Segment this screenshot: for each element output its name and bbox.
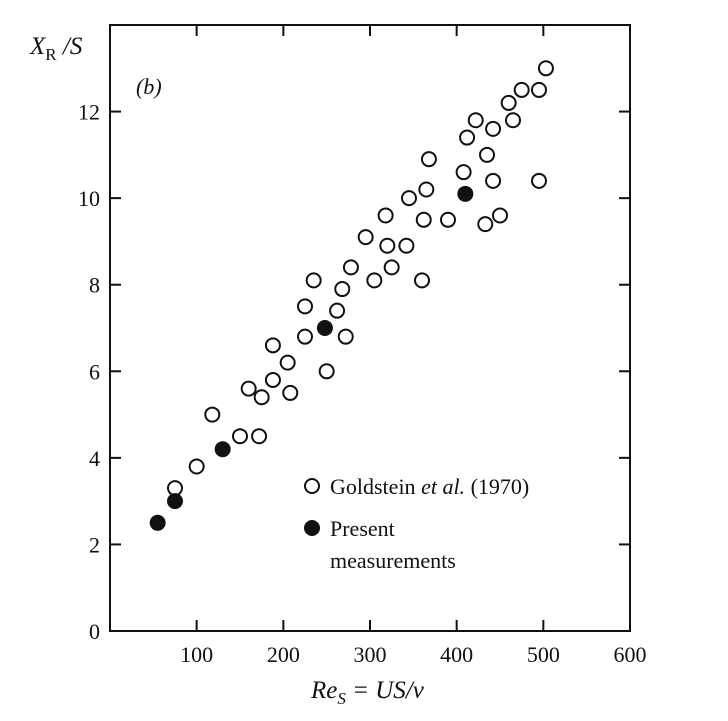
data-point-goldstein — [379, 237, 396, 254]
data-point-goldstein — [383, 259, 400, 276]
data-point-goldstein — [513, 81, 530, 98]
x-axis-title: ReS = US/ν — [310, 677, 425, 708]
data-point-goldstein — [479, 146, 495, 163]
legend: Goldstein et al. (1970) Present measurem… — [304, 474, 529, 573]
data-point-goldstein — [418, 181, 435, 198]
data-point-goldstein — [342, 259, 359, 276]
data-point-goldstein — [537, 60, 554, 77]
data-point-goldstein — [240, 380, 257, 397]
data-point-goldstein — [505, 112, 521, 129]
ticks-layer — [110, 25, 631, 631]
y-tick-label: 10 — [78, 186, 100, 211]
data-point-goldstein — [264, 371, 281, 388]
legend-label-present-line-2: measurements — [330, 548, 456, 573]
y-axis-title-tail: /S — [57, 33, 83, 60]
data-point-goldstein — [305, 272, 322, 289]
data-point-present-measurements — [316, 320, 333, 336]
data-point-goldstein — [415, 211, 432, 228]
data-point-goldstein — [420, 151, 437, 168]
data-point-goldstein — [329, 302, 346, 319]
data-point-goldstein — [401, 190, 417, 207]
tick-labels-layer: 100 200 300 400 500 600 0 2 4 6 8 10 12 — [78, 100, 647, 667]
data-point-goldstein — [366, 272, 383, 289]
data-point-goldstein — [485, 120, 502, 137]
data-point-goldstein — [188, 458, 205, 475]
x-tick-label: 400 — [440, 642, 473, 667]
legend-open-circle-marker — [304, 478, 320, 494]
data-point-goldstein — [232, 428, 248, 445]
data-point-goldstein — [398, 237, 415, 254]
legend-goldstein-part-1: Goldstein — [330, 474, 421, 499]
data-point-goldstein — [377, 207, 394, 224]
data-point-goldstein — [282, 384, 299, 401]
panel-label: (b) — [136, 74, 162, 99]
y-tick-label: 12 — [78, 100, 100, 125]
y-tick-label: 0 — [89, 619, 100, 644]
data-point-goldstein — [477, 216, 494, 233]
x-axis-title-sub: S — [337, 689, 346, 708]
x-tick-label: 200 — [267, 642, 300, 667]
x-tick-label: 300 — [354, 642, 387, 667]
data-point-goldstein — [531, 81, 547, 98]
data-point-goldstein — [297, 328, 313, 345]
data-point-goldstein — [492, 207, 508, 224]
data-point-goldstein — [264, 337, 281, 354]
data-point-goldstein — [440, 211, 456, 228]
x-axis-title-tail: = US/ν — [346, 677, 425, 704]
data-point-goldstein — [337, 328, 354, 345]
data-point-goldstein — [531, 172, 547, 189]
x-tick-label: 600 — [614, 642, 647, 667]
data-point-goldstein — [500, 94, 517, 111]
points-layer — [149, 60, 554, 531]
data-point-goldstein — [334, 281, 351, 298]
y-tick-label: 4 — [89, 446, 100, 471]
y-tick-label: 2 — [89, 532, 100, 557]
legend-filled-circle-marker — [304, 520, 320, 536]
legend-goldstein-part-3: (1970) — [465, 474, 529, 499]
x-axis-title-main: Re — [310, 677, 337, 704]
data-point-goldstein — [318, 363, 335, 380]
y-axis-title-sub: R — [45, 45, 57, 64]
x-tick-label: 500 — [527, 642, 560, 667]
data-point-present-measurements — [149, 514, 166, 531]
data-point-goldstein — [279, 354, 296, 371]
data-point-present-measurements — [167, 493, 183, 510]
data-point-goldstein — [459, 129, 476, 146]
data-point-goldstein — [204, 406, 221, 423]
y-tick-label: 6 — [89, 359, 100, 384]
data-point-goldstein — [467, 112, 484, 129]
x-tick-label: 100 — [180, 642, 213, 667]
data-point-present-measurements — [214, 441, 231, 458]
y-axis-title-main: X — [29, 33, 47, 60]
data-point-present-measurements — [457, 185, 474, 202]
data-point-goldstein — [357, 229, 374, 246]
legend-label-goldstein: Goldstein et al. (1970) — [330, 474, 529, 499]
legend-label-present-line-1: Present — [330, 516, 395, 541]
data-point-goldstein — [297, 298, 313, 315]
data-point-goldstein — [253, 389, 270, 406]
data-point-goldstein — [251, 428, 268, 445]
y-axis-title: XR /S — [29, 33, 83, 64]
data-point-goldstein — [455, 164, 472, 181]
data-point-goldstein — [414, 272, 430, 289]
data-point-goldstein — [485, 172, 502, 189]
y-tick-label: 8 — [89, 273, 100, 298]
legend-goldstein-part-2: et al. — [421, 474, 465, 499]
data-point-goldstein — [167, 480, 183, 497]
